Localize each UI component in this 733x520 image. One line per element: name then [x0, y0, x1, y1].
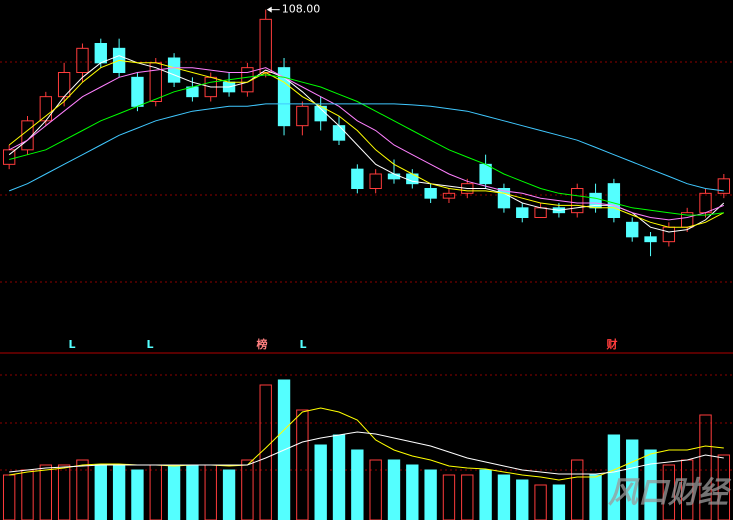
candle-body [534, 207, 547, 218]
volume-bar [644, 449, 657, 520]
volume-bar [406, 464, 419, 520]
moving-average-line [9, 103, 724, 192]
volume-bar [442, 474, 456, 520]
candle-body [516, 207, 529, 218]
volume-bar [112, 464, 126, 520]
candle-body [607, 183, 621, 219]
candle-body [332, 125, 346, 141]
moving-average-line [8, 67, 724, 221]
volume-bar [534, 484, 547, 520]
moving-average-line [9, 431, 724, 475]
candle-body [2, 149, 16, 165]
volume-bar [516, 479, 529, 520]
volume-bar [497, 474, 511, 520]
candle-body [424, 188, 437, 199]
candle-body [76, 47, 89, 73]
volume-bar [57, 464, 71, 520]
candle-body [149, 62, 162, 102]
volume-bar [461, 474, 474, 520]
volume-bar [314, 444, 327, 520]
volume-bar [662, 464, 676, 520]
candle-body [131, 76, 144, 107]
volume-bar [21, 469, 34, 520]
volume-bar [204, 464, 217, 520]
volume-bar [699, 414, 712, 520]
annotation-arrowhead [266, 6, 272, 13]
volume-bar [607, 434, 621, 520]
candle-body [699, 192, 712, 214]
plot: 108.00 [2, 3, 731, 520]
volume-bar [241, 459, 254, 520]
volume-bar [94, 464, 107, 520]
candle-body [644, 236, 657, 243]
volume-bar [2, 474, 16, 520]
grid [0, 61, 733, 471]
candle-body [717, 178, 731, 194]
volume-bar [167, 464, 181, 520]
candle-body [94, 43, 107, 64]
volume-bar [259, 384, 272, 520]
candle-body [571, 188, 584, 214]
candle-body [351, 168, 364, 190]
candle-body [626, 221, 639, 238]
volume-bar [76, 459, 89, 520]
volume-bar [424, 469, 437, 520]
candle-body [387, 173, 401, 180]
volume-bar [387, 459, 401, 520]
annotation-label: 108.00 [282, 3, 321, 16]
signal-marker: L [68, 338, 75, 351]
signal-marker: 榜 [257, 337, 268, 351]
watermark: 风口财经 [608, 476, 732, 511]
volume-bar [332, 434, 346, 520]
signal-marker: L [146, 338, 153, 351]
moving-average-line [8, 59, 725, 228]
volume-bar [149, 464, 162, 520]
candle-body [296, 105, 309, 127]
volume-bar [296, 409, 309, 520]
signal-marker: L [299, 338, 306, 351]
signal-marker: 财 [606, 337, 618, 351]
volume-bar [186, 464, 199, 520]
candle-body [662, 226, 676, 243]
candle-body [369, 173, 382, 189]
volume-bar [717, 454, 731, 520]
volume-bar [222, 469, 236, 520]
candle-body [442, 192, 456, 199]
candle-body [39, 96, 52, 122]
candle-body [167, 57, 181, 83]
volume-bar [589, 474, 602, 520]
volume-bar [369, 459, 382, 520]
candle-body [277, 67, 291, 127]
volume-bar [351, 449, 364, 520]
volume-bar [479, 469, 492, 520]
moving-average-line [9, 74, 724, 216]
volume-bar [131, 469, 144, 520]
volume-bar [571, 459, 584, 520]
candle-body [497, 188, 511, 209]
volume-bar [626, 439, 639, 520]
moving-average-line [8, 55, 725, 233]
volume-bar [552, 484, 566, 520]
candle-body [259, 18, 272, 74]
volume-bar [39, 464, 52, 520]
candle-body [479, 163, 492, 185]
